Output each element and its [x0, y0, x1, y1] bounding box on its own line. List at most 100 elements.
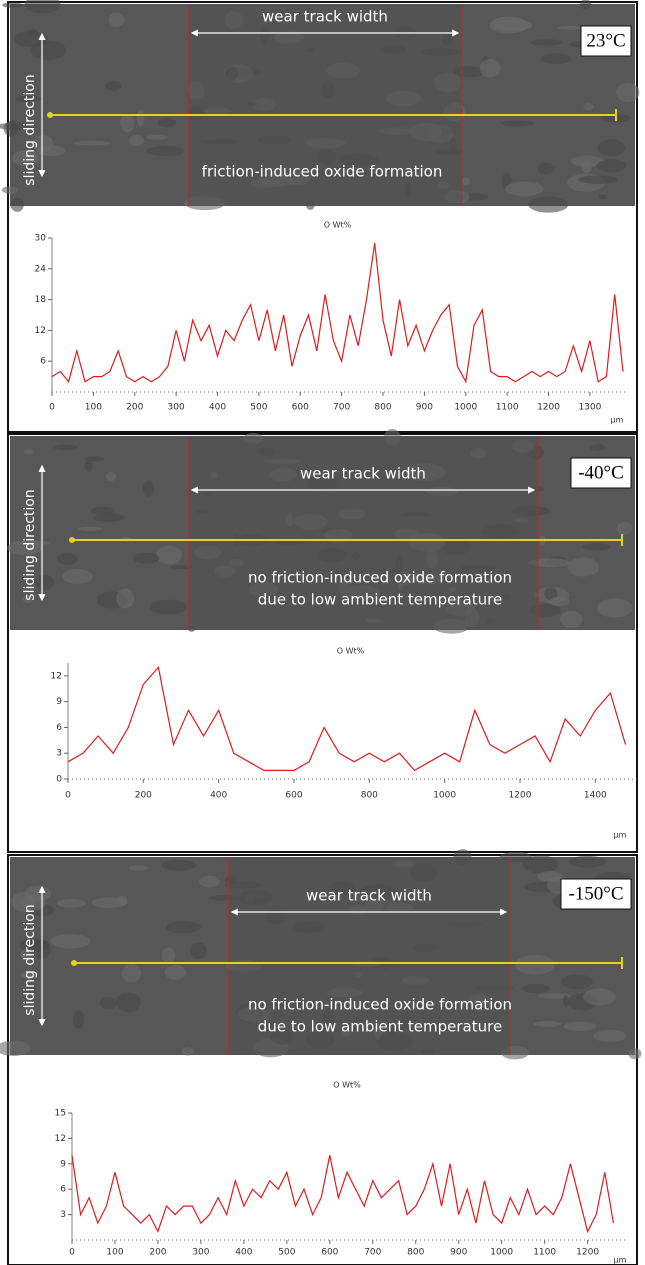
- scan-start: [71, 960, 77, 966]
- sem-texture: [116, 589, 134, 609]
- sem-texture: [593, 1030, 627, 1042]
- x-tick-label: 400: [209, 403, 226, 413]
- sem-texture: [143, 481, 154, 497]
- direction-label: sliding direction: [22, 74, 38, 185]
- sem-texture: [561, 974, 593, 989]
- sem-texture: [563, 995, 569, 1007]
- sem-texture: [629, 1048, 642, 1059]
- y-tick-label: 6: [56, 723, 62, 733]
- x-tick-label: 300: [192, 1248, 209, 1258]
- note: no friction-induced oxide formation: [248, 996, 512, 1014]
- sem-texture: [122, 964, 142, 982]
- sem-texture: [480, 59, 500, 78]
- x-tick-label: 100: [106, 1248, 123, 1258]
- sem-texture: [100, 997, 117, 1009]
- sem-texture: [128, 866, 148, 871]
- y-tick-label: 9: [56, 697, 62, 707]
- temperature-label: -40°C: [578, 462, 624, 483]
- x-tick-label: 1000: [454, 403, 477, 413]
- track-label: wear track width: [300, 465, 426, 483]
- x-tick-label: 0: [65, 791, 71, 801]
- x-tick-label: 1400: [584, 791, 607, 801]
- sem-texture: [78, 527, 102, 531]
- y-tick-label: 12: [51, 671, 62, 681]
- panel: wear track width-40°Csliding directionno…: [7, 429, 637, 852]
- x-tick-label: 600: [321, 1248, 338, 1258]
- sem-texture: [116, 993, 140, 1013]
- y-tick-label: 9: [60, 1159, 66, 1169]
- y-tick-label: 12: [55, 1134, 66, 1144]
- x-tick-label: 1200: [537, 403, 560, 413]
- sem-texture: [528, 196, 568, 212]
- x-tick-label: 600: [285, 791, 302, 801]
- sem-texture: [590, 444, 605, 451]
- x-axis-label: μm: [614, 831, 627, 840]
- y-tick-label: 3: [56, 749, 62, 759]
- sem-texture: [493, 19, 532, 31]
- sem-texture: [129, 135, 144, 146]
- x-tick-label: 400: [210, 791, 227, 801]
- sem-texture: [120, 114, 134, 132]
- chart-title: O Wt%: [333, 1081, 361, 1090]
- x-tick-label: 900: [416, 403, 433, 413]
- sem-texture: [462, 177, 470, 185]
- sem-texture: [62, 569, 93, 584]
- sem-texture: [582, 543, 610, 550]
- sem-texture: [181, 1047, 194, 1055]
- sem-texture: [53, 444, 78, 450]
- scan-start: [69, 537, 75, 543]
- x-tick-label: 0: [69, 1248, 75, 1258]
- chart-title: O Wt%: [324, 221, 352, 230]
- sem-texture: [106, 472, 116, 481]
- sem-texture: [156, 546, 182, 565]
- sem-texture: [617, 522, 633, 534]
- sem-texture: [147, 135, 168, 140]
- sem-texture: [24, 450, 34, 454]
- sem-texture: [583, 103, 593, 110]
- x-tick-label: 900: [450, 1248, 467, 1258]
- sem-texture: [541, 53, 572, 64]
- x-tick-label: 1000: [490, 1248, 513, 1258]
- y-tick-label: 6: [40, 357, 46, 367]
- sem-texture: [557, 26, 581, 30]
- sem-texture: [166, 921, 201, 933]
- sem-texture: [150, 600, 187, 615]
- sem-texture: [73, 141, 111, 146]
- y-tick-label: 24: [35, 264, 47, 274]
- y-tick-label: 3: [60, 1210, 66, 1220]
- sem-texture: [199, 876, 219, 888]
- sem-texture: [597, 598, 632, 617]
- sem-texture: [583, 988, 616, 1005]
- x-tick-label: 700: [364, 1248, 381, 1258]
- x-tick-label: 1000: [433, 791, 456, 801]
- sem-texture: [162, 947, 176, 963]
- sem-texture: [146, 146, 184, 156]
- x-tick-label: 800: [374, 403, 391, 413]
- sem-texture: [597, 159, 627, 172]
- x-axis-label: μm: [614, 1256, 627, 1265]
- sem-texture: [36, 145, 65, 156]
- x-tick-label: 1200: [509, 791, 532, 801]
- sem-texture: [560, 611, 583, 628]
- figure: wear track width23°Csliding directionfri…: [0, 0, 645, 1265]
- temperature-label: 23°C: [586, 30, 625, 51]
- sem-texture: [567, 557, 599, 576]
- direction-label: sliding direction: [22, 904, 38, 1015]
- x-tick-label: 200: [126, 403, 143, 413]
- x-tick-label: 1300: [578, 403, 601, 413]
- x-tick-label: 400: [235, 1248, 252, 1258]
- x-tick-label: 500: [250, 403, 267, 413]
- note: due to low ambient temperature: [258, 591, 502, 609]
- sem-texture: [578, 175, 618, 183]
- sem-texture: [597, 139, 625, 156]
- sem-texture: [599, 194, 607, 199]
- x-tick-label: 800: [361, 791, 378, 801]
- note: due to low ambient temperature: [258, 1018, 502, 1036]
- sem-texture: [2, 186, 18, 193]
- x-tick-label: 1100: [496, 403, 519, 413]
- sem-texture: [158, 118, 177, 127]
- sem-texture: [105, 81, 121, 91]
- scan-start: [47, 112, 53, 118]
- x-tick-label: 1100: [533, 1248, 556, 1258]
